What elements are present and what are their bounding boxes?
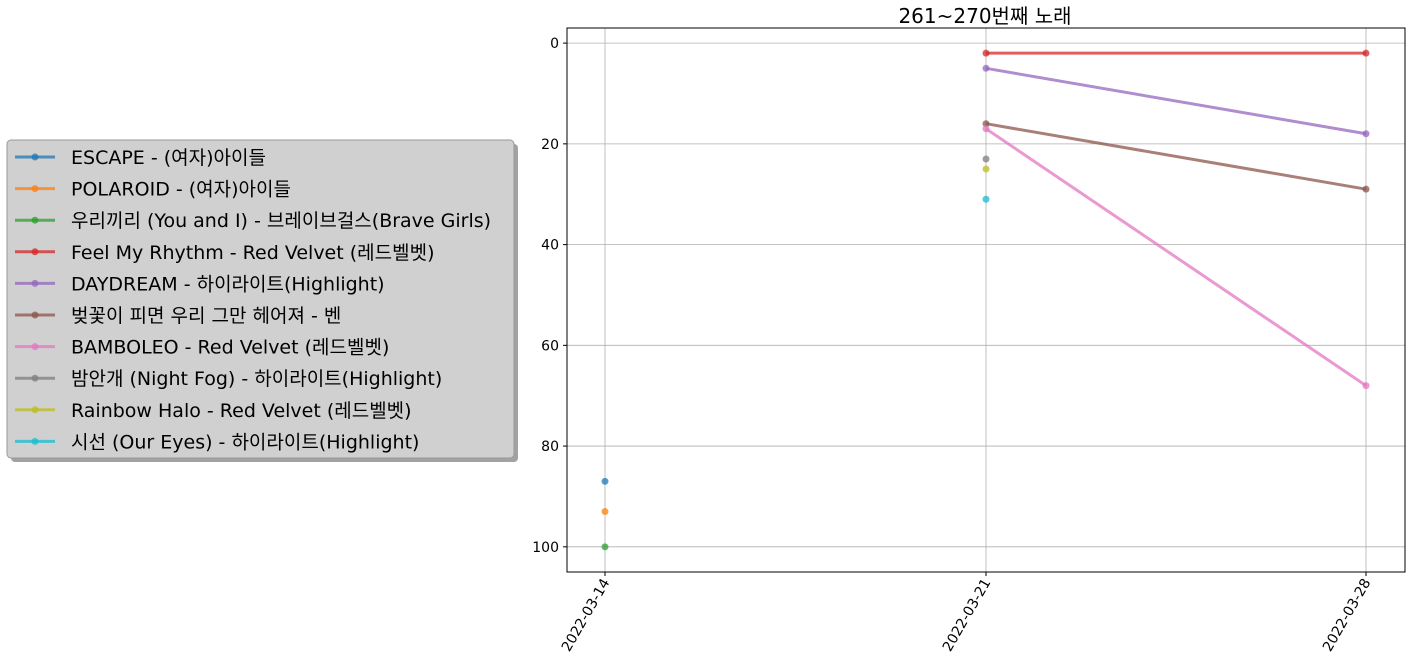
y-tick-label: 40 [541, 238, 559, 254]
legend-entry: ESCAPE - (여자)아이들 [15, 147, 266, 169]
legend-marker [31, 374, 39, 382]
series-6 [982, 120, 1370, 193]
y-tick-label: 80 [541, 439, 559, 455]
y-tick-label: 100 [532, 540, 559, 556]
data-point [1362, 49, 1370, 57]
grid-lines [567, 28, 1405, 572]
series-8 [982, 155, 990, 163]
legend-entry: DAYDREAM - 하이라이트(Highlight) [15, 273, 385, 295]
data-point [601, 477, 609, 485]
data-point [982, 165, 990, 173]
legend-marker [31, 185, 39, 193]
legend-label: 밤안개 (Night Fog) - 하이라이트(Highlight) [71, 368, 442, 390]
x-tick-label: 2022-03-14 [559, 576, 614, 655]
series-line [985, 66, 1367, 136]
legend-label: Feel My Rhythm - Red Velvet (레드벨벳) [71, 242, 434, 264]
data-point [1362, 130, 1370, 138]
series-2 [601, 508, 609, 516]
data-point [982, 155, 990, 163]
legend-marker [31, 216, 39, 224]
legend-label: Rainbow Halo - Red Velvet (레드벨벳) [71, 400, 412, 422]
series-9 [982, 165, 990, 173]
chart-title: 261~270번째 노래 [898, 4, 1071, 28]
legend-marker [31, 311, 39, 319]
data-point [1362, 382, 1370, 390]
data-point [982, 120, 990, 128]
series-line [985, 122, 1367, 191]
legend-label: 시선 (Our Eyes) - 하이라이트(Highlight) [71, 431, 419, 453]
legend-marker [31, 437, 39, 445]
legend-label: BAMBOLEO - Red Velvet (레드벨벳) [71, 337, 389, 359]
data-point [982, 195, 990, 203]
legend-label: DAYDREAM - 하이라이트(Highlight) [71, 273, 385, 295]
legend-entry: 우리끼리 (You and I) - 브레이브걸스(Brave Girls) [15, 210, 491, 232]
data-point [982, 125, 990, 133]
data-point [982, 49, 990, 57]
series-5 [982, 64, 1370, 138]
series-line [985, 127, 1367, 387]
series-1 [601, 477, 609, 485]
legend-marker [31, 248, 39, 256]
legend-box [6, 139, 515, 459]
legend-marker [31, 279, 39, 287]
legend-label: ESCAPE - (여자)아이들 [71, 147, 266, 169]
legend-entry: 벚꽃이 피면 우리 그만 헤어져 - 벤 [15, 305, 341, 327]
series-7 [982, 125, 1370, 390]
legend-entry: POLAROID - (여자)아이들 [15, 179, 291, 201]
legend-label: 벚꽃이 피면 우리 그만 헤어져 - 벤 [71, 305, 341, 327]
legend-entry: BAMBOLEO - Red Velvet (레드벨벳) [15, 337, 389, 359]
series-10 [982, 195, 990, 203]
y-tick-label: 0 [550, 36, 559, 52]
x-tick-label: 2022-03-21 [940, 576, 995, 654]
legend-label: POLAROID - (여자)아이들 [71, 179, 291, 201]
data-point [601, 543, 609, 551]
legend-marker [31, 406, 39, 414]
series-4 [982, 49, 1370, 57]
series-3 [601, 543, 609, 551]
legend-entry: 밤안개 (Night Fog) - 하이라이트(Highlight) [15, 368, 442, 390]
y-tick-label: 60 [541, 338, 559, 354]
legend-entry: Feel My Rhythm - Red Velvet (레드벨벳) [15, 242, 434, 264]
data-point [1362, 185, 1370, 193]
legend-label: 우리끼리 (You and I) - 브레이브걸스(Brave Girls) [71, 210, 491, 232]
legend-entry: 시선 (Our Eyes) - 하이라이트(Highlight) [15, 431, 419, 453]
data-point [982, 64, 990, 72]
legend-marker [31, 153, 39, 161]
series-group [601, 49, 1370, 551]
y-tick-label: 20 [541, 137, 559, 153]
data-point [601, 508, 609, 516]
legend-entry: Rainbow Halo - Red Velvet (레드벨벳) [15, 400, 412, 422]
legend-marker [31, 343, 39, 351]
x-tick-label: 2022-03-28 [1320, 576, 1375, 654]
